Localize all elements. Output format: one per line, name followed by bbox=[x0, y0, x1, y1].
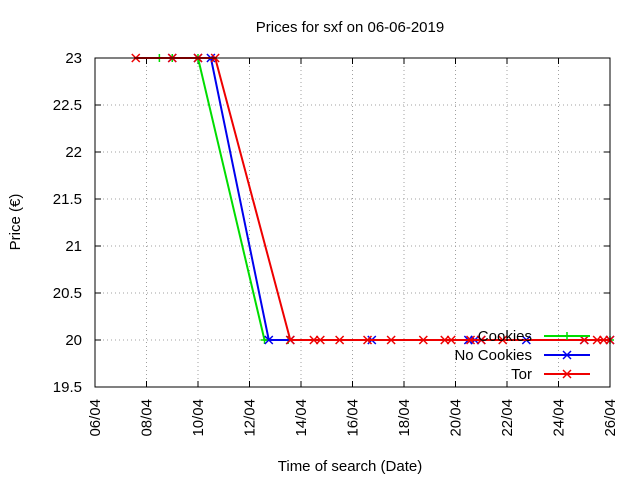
x-tick-label: 24/04 bbox=[551, 399, 568, 437]
data-point-tor bbox=[285, 335, 295, 345]
series-group bbox=[131, 53, 615, 345]
data-point-tor bbox=[592, 335, 602, 345]
series-line-tor bbox=[135, 57, 610, 341]
data-point-cookies bbox=[260, 336, 269, 344]
legend: Cookies No Cookies Tor bbox=[454, 328, 590, 383]
legend-marker-cookies bbox=[563, 332, 571, 340]
x-axis-label: Time of search (Date) bbox=[278, 458, 423, 475]
data-point-tor bbox=[440, 335, 450, 345]
x-tick-label: 20/04 bbox=[448, 399, 465, 437]
legend-label-no-cookies: No Cookies bbox=[454, 347, 532, 364]
data-point-tor bbox=[309, 335, 319, 345]
y-tick-label: 22.5 bbox=[53, 97, 82, 114]
x-axis-ticks: 06/04 08/04 10/04 12/04 14/04 16/04 18/04 20/04… bbox=[87, 58, 619, 437]
y-tick-label: 20.5 bbox=[53, 285, 82, 302]
data-point-tor bbox=[315, 335, 325, 345]
plot-frame bbox=[94, 57, 611, 388]
data-point-tor bbox=[446, 335, 456, 345]
data-point-tor bbox=[418, 335, 428, 345]
x-tick-label: 26/04 bbox=[602, 399, 619, 437]
data-point-tor bbox=[386, 335, 396, 345]
y-tick-label: 21.5 bbox=[53, 191, 82, 208]
y-tick-label: 23 bbox=[65, 50, 82, 67]
x-tick-label: 06/04 bbox=[87, 399, 104, 437]
data-point-no-cookies bbox=[264, 335, 274, 345]
data-point-tor bbox=[579, 335, 589, 345]
x-tick-label: 22/04 bbox=[499, 399, 516, 437]
y-tick-label: 22 bbox=[65, 144, 82, 161]
x-tick-label: 12/04 bbox=[242, 399, 259, 437]
legend-marker-no-cookies bbox=[562, 350, 572, 360]
x-tick-label: 18/04 bbox=[396, 399, 413, 437]
legend-label-tor: Tor bbox=[511, 366, 532, 383]
data-point-tor bbox=[498, 335, 508, 345]
series-cookies bbox=[155, 54, 614, 344]
x-tick-label: 16/04 bbox=[345, 399, 362, 437]
series-tor bbox=[131, 53, 615, 345]
y-tick-label: 20 bbox=[65, 332, 82, 349]
legend-marker-tor bbox=[562, 369, 572, 379]
grid-lines bbox=[95, 58, 610, 387]
data-point-tor bbox=[362, 335, 373, 345]
x-tick-label: 08/04 bbox=[139, 399, 156, 437]
data-point-tor bbox=[335, 335, 345, 345]
y-axis-label: Price (€) bbox=[7, 194, 24, 251]
data-point-tor bbox=[465, 335, 476, 345]
legend-label-cookies: Cookies bbox=[478, 328, 532, 345]
data-point-tor bbox=[599, 335, 609, 345]
y-axis-ticks: 19.5 20 20.5 21 21.5 22 22.5 23 bbox=[53, 50, 610, 396]
x-tick-label: 10/04 bbox=[190, 399, 207, 437]
y-tick-label: 21 bbox=[65, 238, 82, 255]
chart-title: Prices for sxf on 06-06-2019 bbox=[256, 19, 444, 36]
x-tick-label: 14/04 bbox=[293, 399, 310, 437]
y-tick-label: 19.5 bbox=[53, 379, 82, 396]
data-point-tor bbox=[476, 335, 486, 345]
